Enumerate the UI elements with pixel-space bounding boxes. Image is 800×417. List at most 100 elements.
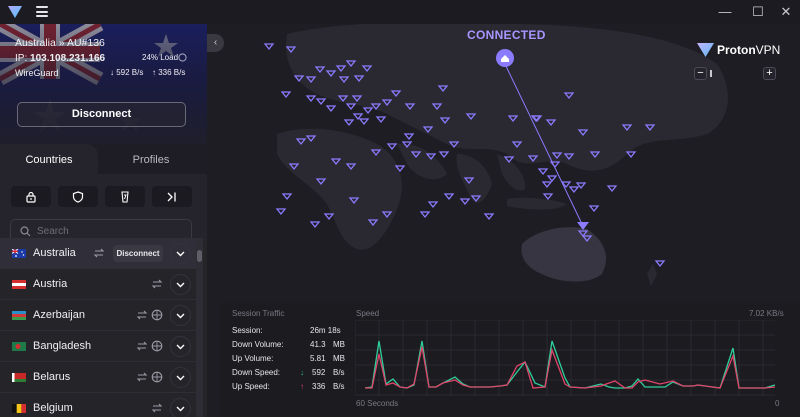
session-traffic-panel: Session Traffic Session: 26m 18s Down Vo… (220, 303, 800, 417)
country-row-austria[interactable]: Austria (0, 269, 197, 300)
up-arrow-icon: ↑ (300, 382, 304, 391)
expand-chevron[interactable] (170, 305, 191, 326)
close-button[interactable]: ✕ (780, 4, 792, 19)
maximize-button[interactable]: ☐ (752, 4, 764, 19)
down-volume-label: Down Volume: (232, 340, 284, 349)
p2p-icon (136, 372, 148, 382)
up-volume-label: Up Volume: (232, 354, 274, 363)
down-arrow-icon: ↓ (110, 68, 117, 77)
search-icon (20, 226, 31, 237)
up-speed-unit: B/s (333, 382, 345, 391)
netshield-button[interactable] (58, 186, 98, 207)
zoom-slider-indicator[interactable] (710, 70, 712, 77)
p2p-icon (136, 341, 148, 351)
disconnect-button[interactable]: Disconnect (17, 102, 186, 127)
down-arrow-icon: ↓ (300, 368, 304, 377)
scrollbar-thumb[interactable] (197, 250, 202, 262)
expand-chevron[interactable] (170, 274, 191, 295)
server-load: 24% Load (142, 53, 179, 62)
server-name: Australia » AU#136 (15, 37, 105, 49)
belarus-flag-icon (12, 373, 26, 382)
australia-flag-icon (12, 249, 26, 258)
server-markers (263, 43, 666, 268)
p2p-icon (93, 248, 105, 258)
session-value: 26m 18s (310, 326, 341, 335)
chevron-down-icon (176, 251, 185, 256)
up-volume-unit: MB (333, 354, 345, 363)
speed-chart-title: Speed (356, 309, 380, 318)
p2p-icon (151, 403, 163, 413)
port-forwarding-button[interactable] (152, 186, 192, 207)
belgium-flag-icon (12, 404, 26, 413)
up-speed-value: 336 (312, 382, 326, 391)
chevron-down-icon (176, 282, 185, 287)
austria-flag-icon (12, 280, 26, 289)
country-row-belarus[interactable]: Belarus (0, 362, 197, 393)
port-forwarding-icon (167, 192, 176, 201)
country-name: Belgium (33, 402, 73, 414)
lock-icon (26, 191, 36, 203)
bangladesh-flag-icon (12, 342, 26, 351)
active-server-marker (577, 222, 589, 230)
ip-label: IP: (15, 53, 28, 64)
speed-chart-max: 7.02 KB/s (749, 309, 784, 318)
country-name: Bangladesh (33, 340, 92, 352)
kill-switch-button[interactable] (105, 186, 145, 207)
chevron-down-icon (176, 313, 185, 318)
title-bar: — ☐ ✕ (0, 0, 800, 24)
sidebar: Australia » AU#136 IP: 103.108.231.166 2… (0, 24, 207, 417)
tor-globe-icon (151, 371, 163, 383)
down-speed-indicator: ↓ 592 B/s (110, 68, 144, 77)
tab-profiles[interactable]: Profiles (132, 154, 170, 166)
expand-chevron[interactable] (170, 336, 191, 357)
expand-chevron[interactable] (170, 367, 191, 388)
connection-panel: Australia » AU#136 IP: 103.108.231.166 2… (0, 24, 207, 144)
session-traffic-title: Session Traffic (232, 309, 285, 318)
up-arrow-icon: ↑ (152, 68, 159, 77)
down-speed-label: Down Speed: (232, 368, 281, 377)
zoom-in-button[interactable]: + (763, 67, 776, 80)
secure-core-button[interactable] (11, 186, 51, 207)
country-row-azerbaijan[interactable]: Azerbaijan (0, 300, 197, 331)
p2p-icon (151, 279, 163, 289)
down-speed-unit: B/s (333, 368, 345, 377)
up-speed-label: Up Speed: (232, 382, 270, 391)
tab-countries[interactable]: Countries (0, 144, 98, 174)
session-label: Session: (232, 326, 263, 335)
country-row-australia[interactable]: Australia Disconnect (0, 238, 197, 269)
hamburger-menu-icon[interactable] (36, 6, 48, 17)
search-placeholder: Search (37, 226, 69, 237)
country-name: Australia (33, 247, 76, 259)
tor-globe-icon (151, 309, 163, 321)
tor-globe-icon (151, 340, 163, 352)
proton-logo-icon (697, 43, 714, 57)
row-disconnect-button[interactable]: Disconnect (113, 245, 163, 262)
world-map-land (263, 24, 728, 286)
country-name: Austria (33, 278, 68, 290)
shield-icon (72, 190, 84, 203)
chevron-down-icon (176, 375, 185, 380)
down-volume-value: 41.3 (310, 340, 326, 349)
ip-row: IP: 103.108.231.166 (15, 53, 105, 64)
load-circle-icon (178, 53, 187, 62)
chevron-down-icon (176, 344, 185, 349)
collapse-sidebar-button[interactable]: ‹ (207, 34, 224, 52)
zoom-out-button[interactable]: − (694, 67, 707, 80)
expand-chevron[interactable] (170, 398, 191, 417)
speed-chart (355, 320, 775, 396)
country-row-belgium[interactable]: Belgium (0, 393, 197, 417)
minimize-button[interactable]: — (718, 4, 732, 19)
expand-chevron[interactable] (170, 243, 191, 264)
country-name: Azerbaijan (33, 309, 85, 321)
ip-address: 103.108.231.166 (30, 53, 106, 64)
down-speed-value: 592 (312, 368, 326, 377)
speed-chart-xlabel: 60 Seconds (356, 399, 399, 408)
down-volume-unit: MB (333, 340, 345, 349)
up-speed-indicator: ↑ 336 B/s (152, 68, 186, 77)
country-row-bangladesh[interactable]: Bangladesh (0, 331, 197, 362)
kill-switch-icon (121, 190, 129, 203)
up-volume-value: 5.81 (310, 354, 326, 363)
country-list-scrollbar[interactable] (196, 238, 203, 417)
protocol: WireGuard (15, 68, 59, 78)
